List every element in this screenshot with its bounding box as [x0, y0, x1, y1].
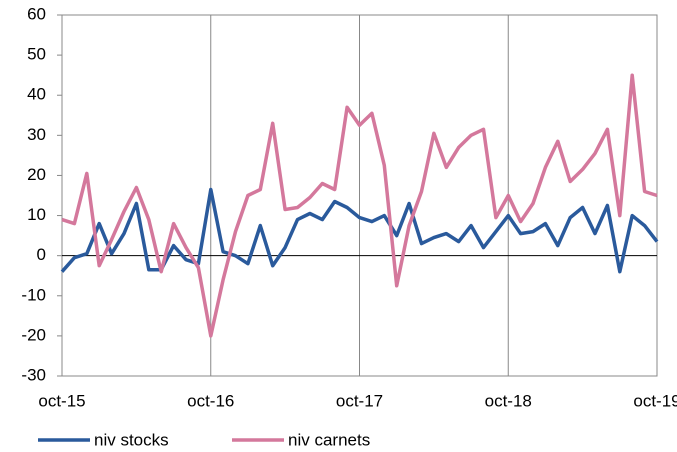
x-tick-label: oct-15	[38, 391, 85, 410]
x-tick-label: oct-18	[485, 391, 532, 410]
legend-label: niv stocks	[94, 430, 169, 449]
y-tick-label: 30	[27, 125, 46, 144]
series-line	[61, 73, 658, 338]
x-tick-label: oct-16	[187, 391, 234, 410]
y-tick-label: 20	[27, 165, 46, 184]
y-tick-label: -30	[21, 365, 46, 384]
legend-label: niv carnets	[288, 430, 370, 449]
x-tick-label: oct-19	[633, 391, 677, 410]
x-tick-label: oct-17	[336, 391, 383, 410]
y-tick-label: 0	[37, 245, 46, 264]
y-tick-label: 40	[27, 85, 46, 104]
y-tick-label: 60	[27, 4, 46, 23]
y-tick-label: 10	[27, 205, 46, 224]
y-tick-label: 50	[27, 45, 46, 64]
y-tick-label: -20	[21, 325, 46, 344]
y-tick-label: -10	[21, 285, 46, 304]
